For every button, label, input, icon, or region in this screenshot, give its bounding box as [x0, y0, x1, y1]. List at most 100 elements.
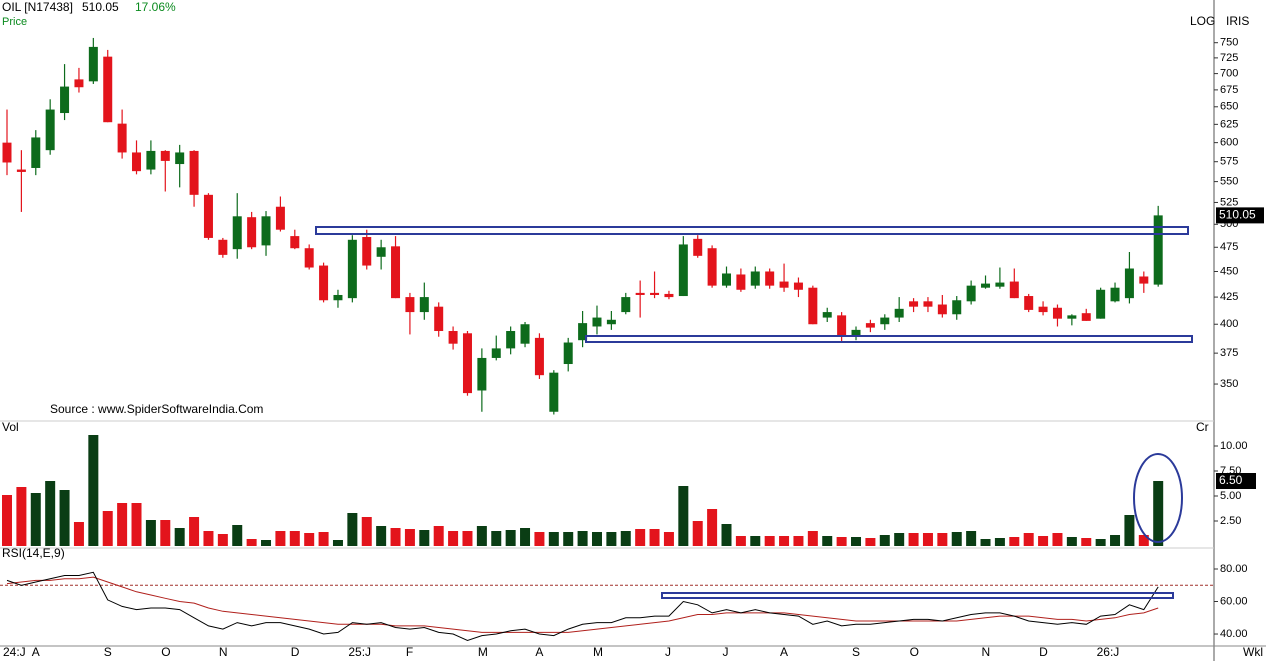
candle-body — [103, 56, 113, 123]
candle-body — [261, 216, 271, 246]
source-note: Source : www.SpiderSoftwareIndia.Com — [50, 402, 263, 416]
x-tick-label: S — [104, 645, 112, 659]
candle-body — [750, 271, 760, 286]
volume-bar — [980, 539, 991, 546]
candle-body — [419, 297, 429, 313]
last-price: 510.05 — [82, 0, 119, 14]
volume-bar — [404, 529, 415, 546]
candle-body — [1052, 307, 1062, 319]
x-tick-label: M — [478, 645, 488, 659]
volume-bar — [779, 536, 790, 546]
candle-body — [765, 271, 775, 286]
scale-label: LOG — [1190, 14, 1215, 28]
volume-bar — [591, 532, 602, 546]
rsi-line — [6, 571, 1159, 642]
volume-bar — [361, 517, 372, 546]
volume-bar — [390, 528, 401, 546]
y-tick-label: 80.00 — [1220, 563, 1248, 575]
y-tick-label: 5.00 — [1220, 490, 1241, 502]
volume-bar — [1009, 537, 1020, 546]
price-change: 17.06% — [135, 0, 176, 14]
volume-bar — [807, 531, 818, 546]
volume-bar — [649, 529, 660, 546]
volume-bar — [1023, 533, 1034, 546]
volume-bar — [750, 536, 761, 546]
volume-bar — [1038, 536, 1049, 546]
candle-body — [952, 300, 962, 315]
y-tick-label: 700 — [1220, 68, 1238, 80]
volume-bar — [117, 503, 128, 546]
candle-body — [1096, 289, 1106, 319]
x-tick-label: D — [1039, 645, 1048, 659]
candle-body — [146, 150, 156, 170]
volume-badge-label: 6.50 — [1219, 473, 1243, 487]
candle-body — [290, 236, 300, 249]
volume-bar — [577, 531, 588, 546]
volume-bar — [764, 536, 775, 546]
volume-bar — [347, 513, 358, 546]
volume-bar — [692, 521, 703, 546]
candle-body — [1009, 281, 1019, 299]
candle-body — [650, 292, 660, 295]
y-tick-label: 375 — [1220, 347, 1238, 359]
volume-bar — [160, 520, 171, 546]
volume-bar — [73, 522, 84, 546]
candle-body — [549, 372, 559, 412]
candle-body — [218, 239, 228, 255]
volume-bar — [275, 531, 286, 546]
volume-bar — [261, 540, 272, 546]
volume-bar — [1110, 535, 1121, 546]
volume-badge — [1216, 473, 1256, 489]
y-tick-label: 2.50 — [1220, 515, 1241, 527]
rsi-title: RSI(14,E,9) — [2, 546, 65, 560]
x-tick-label: 26:J — [1097, 645, 1120, 659]
x-tick-label: A — [535, 645, 543, 659]
volume-bar — [1066, 537, 1077, 546]
x-tick-label: A — [780, 645, 788, 659]
y-tick-label: 650 — [1220, 101, 1238, 113]
price-badge — [1216, 207, 1264, 224]
candle-body — [865, 323, 875, 328]
candle-body — [981, 283, 991, 288]
volume-bar — [1153, 481, 1164, 546]
volume-bar — [678, 486, 689, 546]
x-tick-label: S — [852, 645, 860, 659]
volume-bar — [505, 530, 516, 546]
volume-bar — [476, 526, 487, 546]
volume-bar — [1052, 533, 1063, 546]
candle-body — [606, 319, 616, 325]
candle-body — [1139, 276, 1149, 284]
candle-body — [880, 317, 890, 325]
volume-title: Vol — [2, 420, 19, 434]
volume-bar — [520, 528, 531, 546]
y-tick-label: 425 — [1220, 291, 1238, 303]
candle-body — [304, 248, 314, 268]
y-tick-label: 525 — [1220, 196, 1238, 208]
y-tick-label: 40.00 — [1220, 628, 1248, 640]
candle-body — [1110, 287, 1120, 302]
volume-bar — [620, 531, 631, 546]
candle-body — [578, 323, 588, 341]
candle-body — [851, 329, 861, 337]
volume-bar — [448, 531, 459, 546]
candle-body — [808, 287, 818, 325]
candle-body — [189, 150, 199, 195]
volume-bar — [1095, 539, 1106, 546]
candle-body — [534, 337, 544, 376]
y-tick-label: 450 — [1220, 265, 1238, 277]
x-tick-label: 25:J — [348, 645, 371, 659]
volume-bar — [879, 535, 890, 546]
x-tick-label: M — [593, 645, 603, 659]
volume-bar — [966, 531, 977, 546]
volume-bar — [189, 517, 200, 546]
candle-body — [376, 247, 386, 257]
candle-body — [448, 331, 458, 344]
x-tick-label: N — [982, 645, 991, 659]
rsi-annotation — [661, 592, 1174, 599]
volume-bar — [1124, 515, 1135, 546]
y-tick-label: 600 — [1220, 137, 1238, 149]
volume-annotation — [1133, 453, 1183, 543]
candle-body — [1024, 296, 1034, 310]
volume-bar — [59, 490, 70, 546]
